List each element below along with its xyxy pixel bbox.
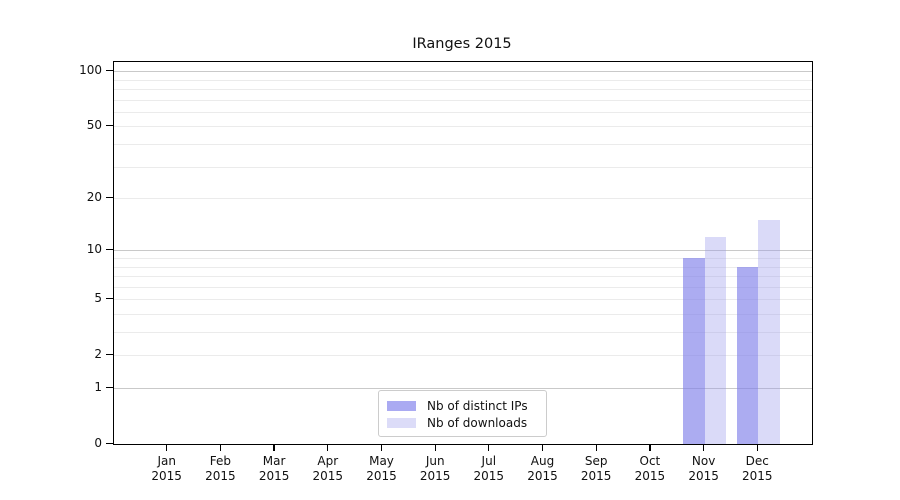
minor-gridline bbox=[114, 166, 812, 168]
x-axis-label: Apr 2015 bbox=[312, 454, 344, 483]
legend-swatch-distinct-ips bbox=[387, 400, 416, 411]
legend-label: Nb of distinct IPs bbox=[427, 398, 528, 413]
bar-nov-downloads bbox=[704, 236, 727, 444]
minor-gridline bbox=[114, 111, 812, 113]
x-axis-label: Jan 2015 bbox=[151, 454, 182, 483]
bar-dec-distinct-ips bbox=[736, 266, 759, 444]
minor-gridline bbox=[114, 88, 812, 90]
y-axis-tick bbox=[106, 69, 113, 71]
minor-gridline bbox=[114, 79, 812, 81]
minor-gridline bbox=[114, 266, 812, 268]
minor-gridline bbox=[114, 126, 812, 128]
x-axis-label: May 2015 bbox=[366, 454, 397, 483]
minor-gridline bbox=[114, 286, 812, 288]
y-axis-label: 2 bbox=[94, 347, 102, 362]
y-axis-label: 10 bbox=[86, 242, 102, 257]
x-axis-tick bbox=[756, 444, 758, 451]
legend-item-distinct-ips: Nb of distinct IPs bbox=[387, 397, 546, 414]
major-gridline bbox=[114, 388, 812, 389]
x-axis-label: Oct 2015 bbox=[634, 454, 666, 483]
y-axis-label: 50 bbox=[86, 118, 102, 133]
minor-gridline bbox=[114, 276, 812, 277]
minor-gridline bbox=[114, 332, 812, 333]
minor-gridline bbox=[114, 198, 812, 199]
x-axis-label: Aug 2015 bbox=[527, 454, 558, 483]
x-axis-tick bbox=[273, 444, 275, 451]
plot-area bbox=[113, 61, 813, 445]
bar-nov-distinct-ips bbox=[682, 257, 705, 444]
x-axis-tick bbox=[595, 444, 597, 451]
y-axis-tick bbox=[106, 353, 113, 355]
y-axis-label: 1 bbox=[94, 380, 102, 394]
x-axis-label: Mar 2015 bbox=[258, 454, 290, 483]
y-axis-tick bbox=[106, 386, 113, 388]
minor-gridline bbox=[114, 355, 812, 357]
legend: Nb of distinct IPs Nb of downloads bbox=[378, 390, 547, 437]
y-axis-tick bbox=[106, 442, 113, 444]
y-axis-label: 5 bbox=[94, 291, 102, 306]
x-axis-label: Jul 2015 bbox=[473, 454, 505, 483]
y-axis-label: 20 bbox=[86, 190, 102, 204]
y-axis-tick bbox=[106, 297, 113, 299]
y-axis-label: 100 bbox=[79, 63, 102, 78]
x-axis-label: Dec 2015 bbox=[742, 454, 773, 483]
x-axis-tick bbox=[703, 444, 705, 451]
minor-gridline bbox=[114, 299, 812, 301]
bar-dec-downloads bbox=[758, 220, 781, 444]
minor-gridline bbox=[114, 99, 812, 101]
x-axis-tick bbox=[219, 444, 221, 451]
y-axis-label: 0 bbox=[94, 436, 102, 450]
x-axis-tick bbox=[488, 444, 490, 451]
x-axis-label: Sep 2015 bbox=[580, 454, 612, 483]
chart-title: IRanges 2015 bbox=[412, 36, 512, 52]
x-axis-label: Feb 2015 bbox=[205, 454, 236, 483]
y-axis-tick bbox=[106, 124, 113, 127]
y-axis-tick bbox=[106, 248, 113, 250]
x-axis-tick bbox=[380, 444, 383, 451]
x-axis-label: Nov 2015 bbox=[688, 454, 719, 483]
legend-item-downloads: Nb of downloads bbox=[387, 414, 546, 431]
major-gridline bbox=[114, 250, 812, 252]
major-gridline bbox=[114, 71, 812, 73]
x-axis-label: Jun 2015 bbox=[419, 454, 451, 483]
x-axis-tick bbox=[166, 444, 168, 451]
x-axis-tick bbox=[434, 444, 436, 451]
y-axis-tick bbox=[106, 196, 113, 198]
x-axis-tick bbox=[649, 444, 651, 451]
x-axis-tick bbox=[327, 444, 329, 451]
legend-label: Nb of downloads bbox=[427, 415, 528, 430]
minor-gridline bbox=[114, 313, 812, 315]
minor-gridline bbox=[114, 257, 812, 259]
legend-swatch-downloads bbox=[387, 417, 416, 428]
x-axis-tick bbox=[541, 444, 544, 451]
minor-gridline bbox=[114, 143, 812, 145]
